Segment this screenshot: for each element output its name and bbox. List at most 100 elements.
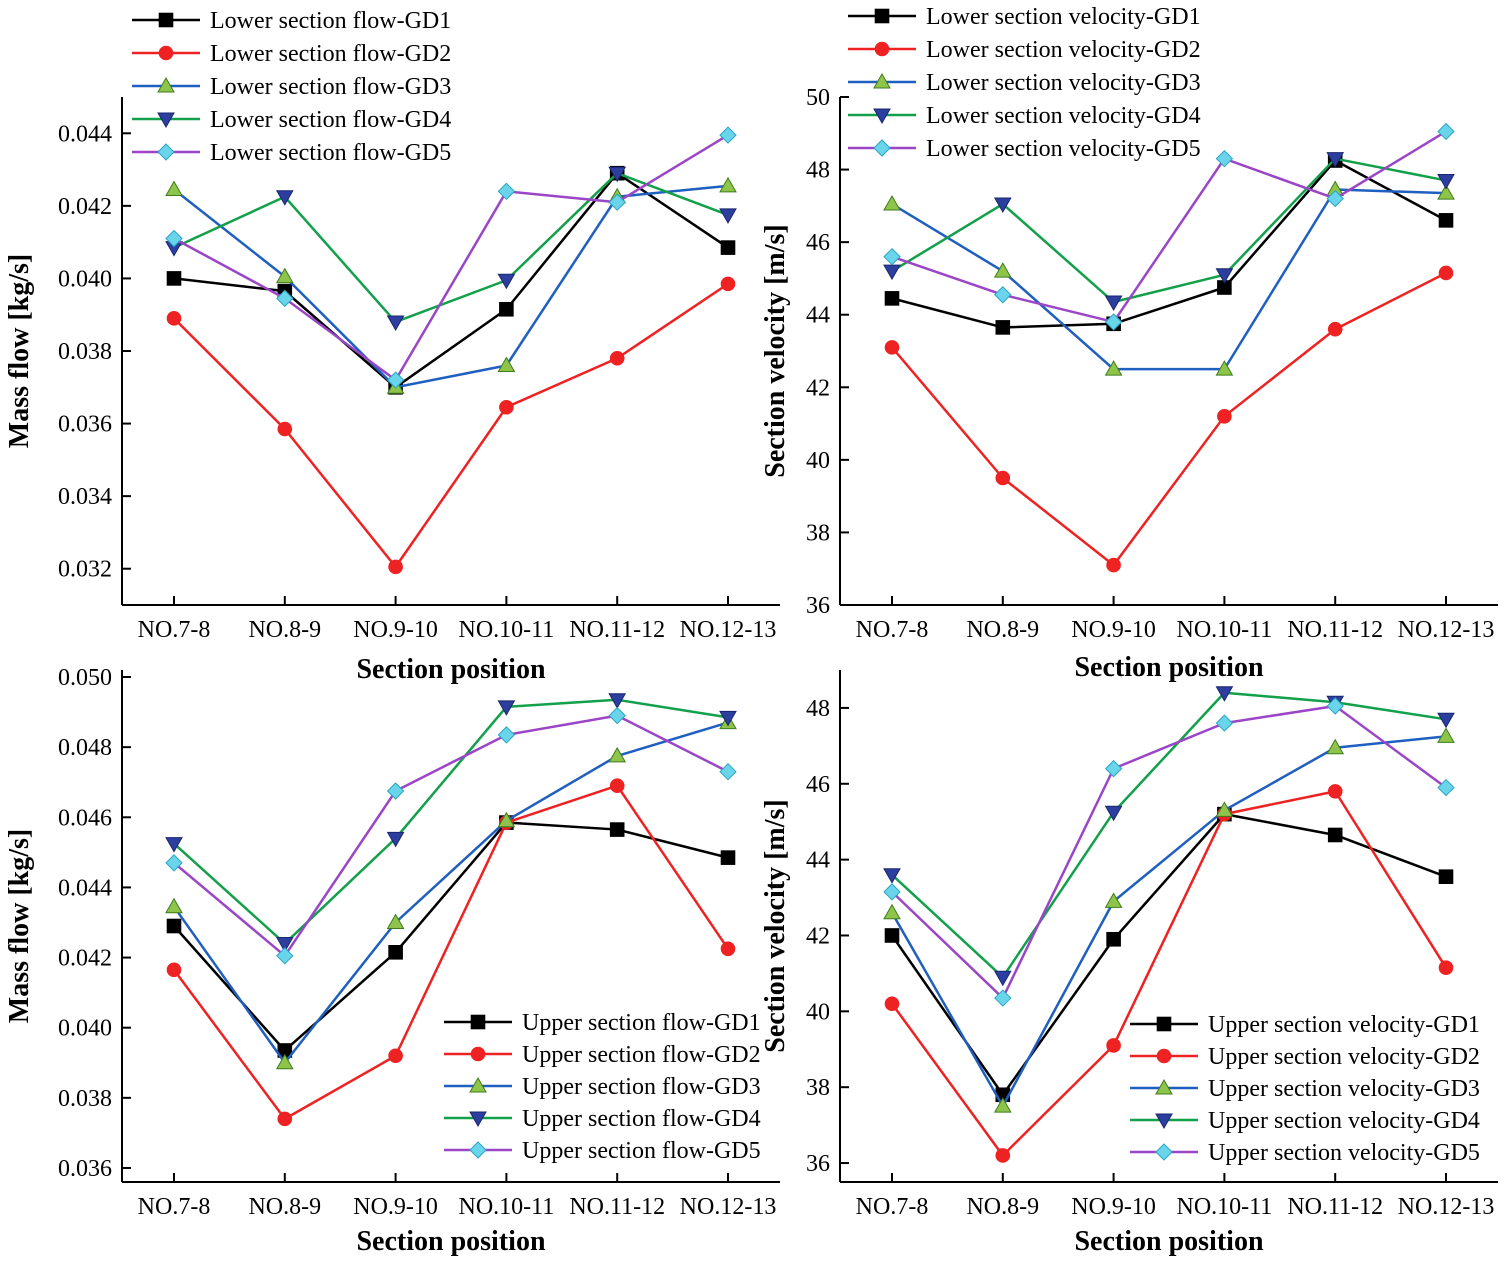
data-point [1437,184,1455,200]
data-point [884,928,900,943]
data-point [1326,152,1345,168]
data-point [720,941,736,957]
data-point [719,762,737,781]
chart-upper-section-velocity: 36 38 40 42 44 46 48 NO.7-8 NO.8-9 NO.9-10 NO.10-1… [760,670,1498,1257]
series-line [891,157,1447,304]
y-tick-label: 0.038 [58,1086,112,1112]
series-line [891,188,1447,371]
series-1 [884,153,1454,335]
y-tick-label: 0.038 [58,339,112,365]
data-point [883,868,901,884]
data-point [1327,784,1343,799]
legend-marker [469,1076,487,1093]
legend: Lower section flow-GD1 Lower section flow… [132,8,451,166]
data-point [275,937,294,953]
x-axis-title: Section position [1074,1226,1263,1257]
x-tick-label: NO.9-10 [1071,1194,1156,1220]
data-point [608,193,626,211]
data-point [883,903,901,920]
data-point [1437,712,1455,729]
legend-marker [157,76,175,93]
legend-label: Lower section velocity-GD4 [926,103,1201,129]
data-point [499,399,514,415]
y-tick-label: 0.042 [58,946,112,972]
data-point [165,229,183,248]
y-tick-label: 42 [806,375,830,401]
data-point [499,301,514,317]
data-point [1437,778,1455,797]
legend-label: Upper section flow-GD2 [522,1042,761,1068]
legend-label: Lower section flow-GD2 [210,41,451,67]
data-point [1438,869,1454,884]
x-tick-label: NO.10-11 [459,1194,555,1220]
x-tick-label: NO.11-12 [569,1194,665,1220]
legend: Lower section velocity-GD1 Lower section … [848,4,1201,162]
legend-label: Upper section velocity-GD5 [1208,1140,1480,1166]
data-point [386,782,405,800]
x-tick-label: NO.11-12 [1287,617,1383,643]
data-point [720,240,736,255]
data-point [1104,360,1123,376]
chart-lower-section-velocity: 36 38 40 42 44 46 48 50 NO.7-8 NO.8-9 NO.9-10 NO.10… [760,4,1498,683]
legend-label: Lower section velocity-GD2 [926,37,1201,63]
legend-marker [873,72,891,89]
legend-label: Upper section flow-GD3 [522,1074,761,1100]
y-tick-label: 42 [806,923,830,949]
legend-marker [1155,1143,1173,1161]
x-tick-label: NO.11-12 [569,617,665,643]
x-tick-label: NO.10-11 [1177,1194,1273,1220]
x-axis-title: Section position [356,654,545,685]
data-point [1215,686,1234,702]
legend: Upper section velocity-GD1 Upper section … [1130,1012,1480,1166]
legend-marker [874,8,890,24]
data-point [883,195,901,211]
data-point [720,276,736,292]
legend-label: Upper section velocity-GD4 [1208,1108,1480,1134]
data-point [719,176,737,193]
legend-label: Lower section flow-GD4 [210,107,451,133]
data-point [720,850,736,865]
x-tick-label: NO.7-8 [856,617,929,643]
data-point [165,854,183,872]
x-tick-label: NO.12-13 [680,1194,777,1220]
chart-lower-mass-flow: 0.032 0.034 0.036 0.038 0.040 0.042 0.044 NO.7-… [4,8,780,685]
series-line [173,171,729,324]
data-point [1215,714,1234,732]
y-tick-label: 44 [806,848,830,874]
data-point [386,913,405,929]
y-tick-label: 0.050 [58,665,112,691]
y-tick-label: 44 [806,303,830,329]
series-1 [884,806,1454,1103]
data-point [277,1111,293,1127]
data-point [1104,892,1123,908]
data-point [993,1097,1012,1113]
data-point [883,883,901,901]
data-point [883,247,901,266]
y-tick-label: 0.042 [58,194,112,220]
x-axis-title: Section position [1074,652,1263,683]
data-point [1104,295,1123,312]
data-point [388,945,403,960]
data-point [1327,321,1343,337]
data-point [386,315,405,331]
series-line [891,271,1447,567]
data-point [609,822,625,837]
series-line [891,704,1447,1000]
data-point [165,837,183,853]
x-tick-label: NO.8-9 [248,1194,321,1220]
legend-marker [1156,1048,1172,1064]
series-3 [883,180,1455,376]
data-point [609,350,625,366]
x-tick-label: NO.7-8 [138,1194,211,1220]
legend-label: Upper section velocity-GD3 [1208,1076,1480,1102]
y-tick-label: 38 [806,1075,830,1101]
data-point [386,831,405,848]
data-point [1437,173,1455,190]
x-tick-label: NO.8-9 [966,617,1039,643]
y-axis-title: Section velocity [m/s] [760,799,791,1053]
series-line [890,735,1447,1108]
y-tick-label: 0.044 [58,121,112,147]
data-point [719,710,737,727]
data-point [1106,1038,1121,1053]
